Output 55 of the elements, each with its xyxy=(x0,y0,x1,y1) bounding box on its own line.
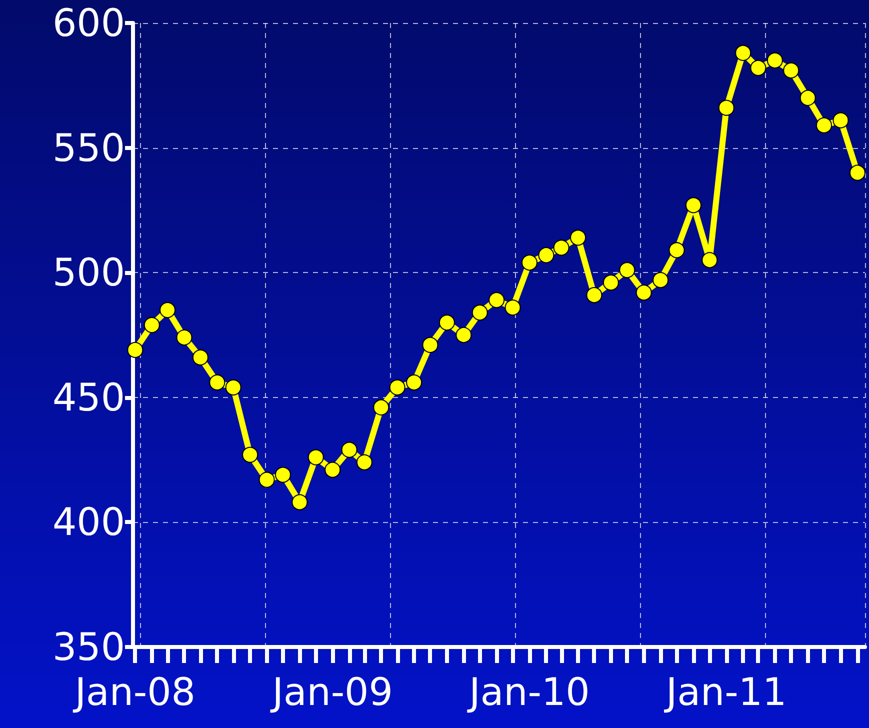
point xyxy=(816,117,832,134)
point xyxy=(619,262,636,278)
point xyxy=(832,112,849,128)
point xyxy=(422,336,438,353)
point xyxy=(456,327,472,343)
point xyxy=(783,62,800,78)
point xyxy=(735,44,752,61)
point xyxy=(521,254,538,271)
point xyxy=(849,164,866,181)
point xyxy=(438,314,455,331)
point xyxy=(766,52,783,68)
point xyxy=(209,374,226,390)
point xyxy=(750,60,766,76)
point xyxy=(685,197,702,214)
point xyxy=(553,240,570,256)
point xyxy=(570,230,586,246)
point xyxy=(488,292,505,308)
point xyxy=(718,100,734,116)
point xyxy=(356,454,372,470)
y-tick-label: 500 xyxy=(52,250,125,295)
point xyxy=(389,379,406,396)
y-tick-label: 400 xyxy=(52,500,125,544)
point xyxy=(586,287,602,304)
point xyxy=(176,330,192,346)
point xyxy=(242,446,258,463)
point xyxy=(538,247,554,264)
point xyxy=(636,284,652,301)
x-tick-label: Jan-10 xyxy=(467,670,590,714)
point xyxy=(292,494,308,510)
point xyxy=(668,242,685,258)
y-tick-label: 450 xyxy=(52,375,125,420)
point xyxy=(274,466,291,483)
point xyxy=(800,90,816,106)
point xyxy=(192,349,208,366)
point xyxy=(702,252,718,268)
point xyxy=(652,272,669,288)
y-tick-label: 550 xyxy=(52,126,125,170)
point xyxy=(602,274,619,291)
point xyxy=(308,449,324,466)
point xyxy=(324,462,341,478)
point xyxy=(127,342,144,358)
x-tick-label: Jan-08 xyxy=(72,670,196,714)
x-tick-label: Jan-09 xyxy=(270,670,393,714)
y-tick-label: 350 xyxy=(52,625,125,669)
point xyxy=(160,302,176,318)
x-tick-label: Jan-11 xyxy=(664,670,787,714)
point xyxy=(258,472,275,488)
point xyxy=(406,374,422,390)
point xyxy=(225,379,242,396)
point xyxy=(341,442,358,458)
point xyxy=(144,317,160,334)
point xyxy=(472,304,488,321)
point xyxy=(373,399,390,416)
y-tick-label: 600 xyxy=(52,1,125,45)
point xyxy=(504,300,521,316)
